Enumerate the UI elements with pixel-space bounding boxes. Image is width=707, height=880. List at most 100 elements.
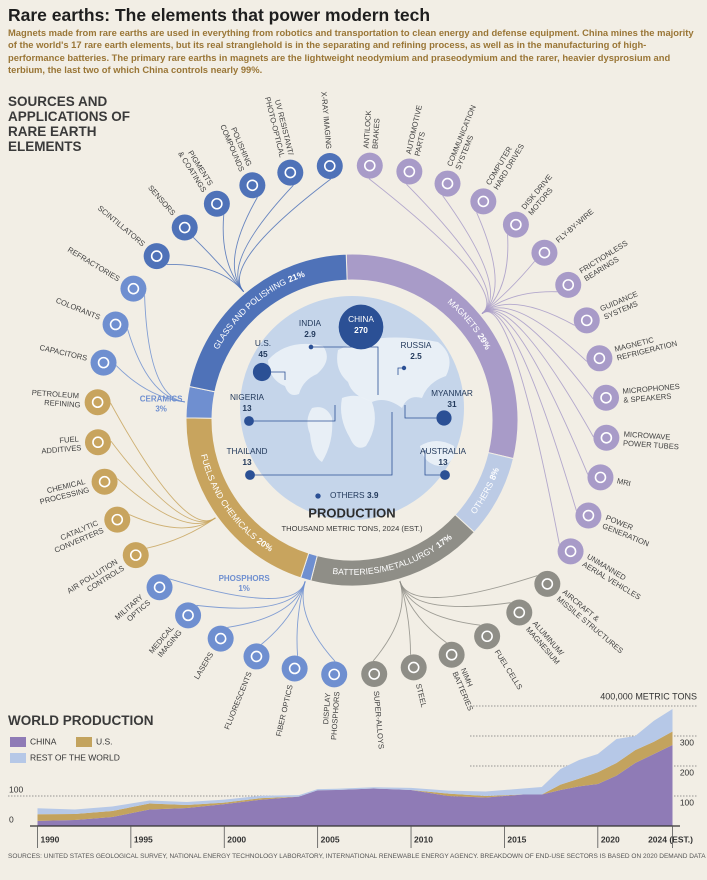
application-label: ANTILOCK BRAKES xyxy=(362,108,383,149)
application-icon xyxy=(91,468,118,495)
icon-glyph xyxy=(564,545,577,558)
leader-line xyxy=(311,346,379,395)
application-icon xyxy=(470,188,497,215)
application-icon xyxy=(277,159,304,186)
icon-glyph xyxy=(600,391,612,404)
legend-swatch xyxy=(10,753,26,763)
application-label: FLY-BY-WIRE xyxy=(554,207,595,245)
production-subtitle: THOUSAND METRIC TONS, 2024 (EST.) xyxy=(281,524,423,533)
application-icon xyxy=(171,214,198,241)
legend-swatch xyxy=(10,737,26,747)
area-title: WORLD PRODUCTION xyxy=(8,713,154,728)
icon-glyph xyxy=(593,352,606,365)
application-icon xyxy=(506,599,533,626)
application-label: CAPACITORS xyxy=(39,343,88,363)
country-value: 2.9 xyxy=(304,329,316,339)
production-bubble xyxy=(244,416,254,426)
application-label: COMMUNICATION SYSTEMS xyxy=(445,102,487,171)
legend-swatch xyxy=(76,737,92,747)
application-label: FLUORESCENTS xyxy=(222,670,253,730)
icon-glyph xyxy=(582,509,595,522)
application-icon xyxy=(356,152,383,179)
application-label: MICROWAVE POWER TUBES xyxy=(623,430,680,452)
sources: SOURCES: UNITED STATES GEOLOGICAL SURVEY… xyxy=(8,853,706,860)
application-icon xyxy=(207,625,234,652)
x-tick-label: 1990 xyxy=(40,834,59,844)
application-icon xyxy=(90,349,117,376)
application-icon xyxy=(316,152,343,179)
legend-label: REST OF THE WORLD xyxy=(30,752,120,762)
connector xyxy=(399,580,481,626)
icon-glyph xyxy=(541,578,554,590)
icon-glyph xyxy=(407,661,420,674)
segment-value: 1% xyxy=(238,584,250,593)
y-tick-label: 400,000 METRIC TONS xyxy=(600,691,697,701)
leader-line xyxy=(404,405,444,419)
segment-name: PHOSPHORS xyxy=(219,574,271,583)
donut-segment xyxy=(188,253,348,393)
x-tick-label: 2024 (EST.) xyxy=(648,834,693,844)
icon-glyph xyxy=(91,396,104,409)
application-icon xyxy=(593,384,620,411)
icon-glyph xyxy=(510,218,522,231)
application-label: FIBER OPTICS xyxy=(274,684,295,737)
page-title: Rare earths: The elements that power mod… xyxy=(8,5,431,25)
segment-value: 3% xyxy=(155,404,167,413)
x-tick-label: 2015 xyxy=(507,834,526,844)
connector xyxy=(481,311,560,545)
country-value: 13 xyxy=(438,457,448,467)
production-bubble xyxy=(401,365,407,371)
application-label: CATALYTIC CONVERTERS xyxy=(49,518,104,555)
production-bubble xyxy=(308,344,314,350)
application-label: FUEL ADDITIVES xyxy=(40,434,82,455)
icon-glyph xyxy=(441,177,454,190)
connector xyxy=(239,178,332,292)
map-land xyxy=(268,343,327,395)
application-icon xyxy=(434,170,461,197)
x-tick-label: 2010 xyxy=(414,834,433,844)
application-icon xyxy=(84,429,111,456)
icon-glyph xyxy=(214,632,227,645)
icon-glyph xyxy=(153,581,166,594)
icon-glyph xyxy=(580,314,593,327)
country-name: NIGERIA xyxy=(230,392,265,402)
production-bubble xyxy=(315,493,321,499)
application-label: X-RAY IMAGING xyxy=(319,91,333,149)
connector xyxy=(476,212,496,314)
application-label: POLISHING COMPOUNDS xyxy=(218,120,254,173)
icon-glyph xyxy=(150,250,163,262)
application-icon xyxy=(593,424,620,451)
application-icon xyxy=(239,172,266,199)
application-icon xyxy=(438,641,465,668)
icon-glyph xyxy=(288,662,301,675)
icon-glyph xyxy=(403,165,416,178)
connector xyxy=(481,311,577,511)
application-icon xyxy=(146,574,173,601)
application-label: SCINTILLATORS xyxy=(96,204,147,249)
country-name: OTHERS xyxy=(330,490,365,500)
application-icon xyxy=(361,661,388,688)
country-value: 3.9 xyxy=(367,490,379,500)
leader-line xyxy=(250,412,393,476)
application-label: GUIDANCE SYSTEMS xyxy=(599,288,645,321)
application-icon xyxy=(120,275,147,302)
country-name: U.S. xyxy=(255,338,271,348)
icon-glyph xyxy=(323,160,336,172)
connector xyxy=(399,575,538,598)
x-tick-label: 1995 xyxy=(134,834,153,844)
icon-glyph xyxy=(129,549,142,561)
connector xyxy=(442,195,491,314)
icon-glyph xyxy=(481,630,493,643)
icon-glyph xyxy=(368,668,381,680)
icon-glyph xyxy=(363,159,376,172)
production-bubble xyxy=(436,410,452,426)
icon-glyph xyxy=(97,356,110,369)
application-icon xyxy=(396,158,423,185)
icon-glyph xyxy=(109,318,122,331)
application-icon xyxy=(557,538,584,565)
segment-value: 8% xyxy=(487,466,501,482)
icon-glyph xyxy=(284,166,297,179)
application-icon xyxy=(400,654,427,681)
application-label: CHEMICAL PROCESSING xyxy=(37,477,91,507)
application-label: MILITARY OPTICS xyxy=(113,591,152,628)
